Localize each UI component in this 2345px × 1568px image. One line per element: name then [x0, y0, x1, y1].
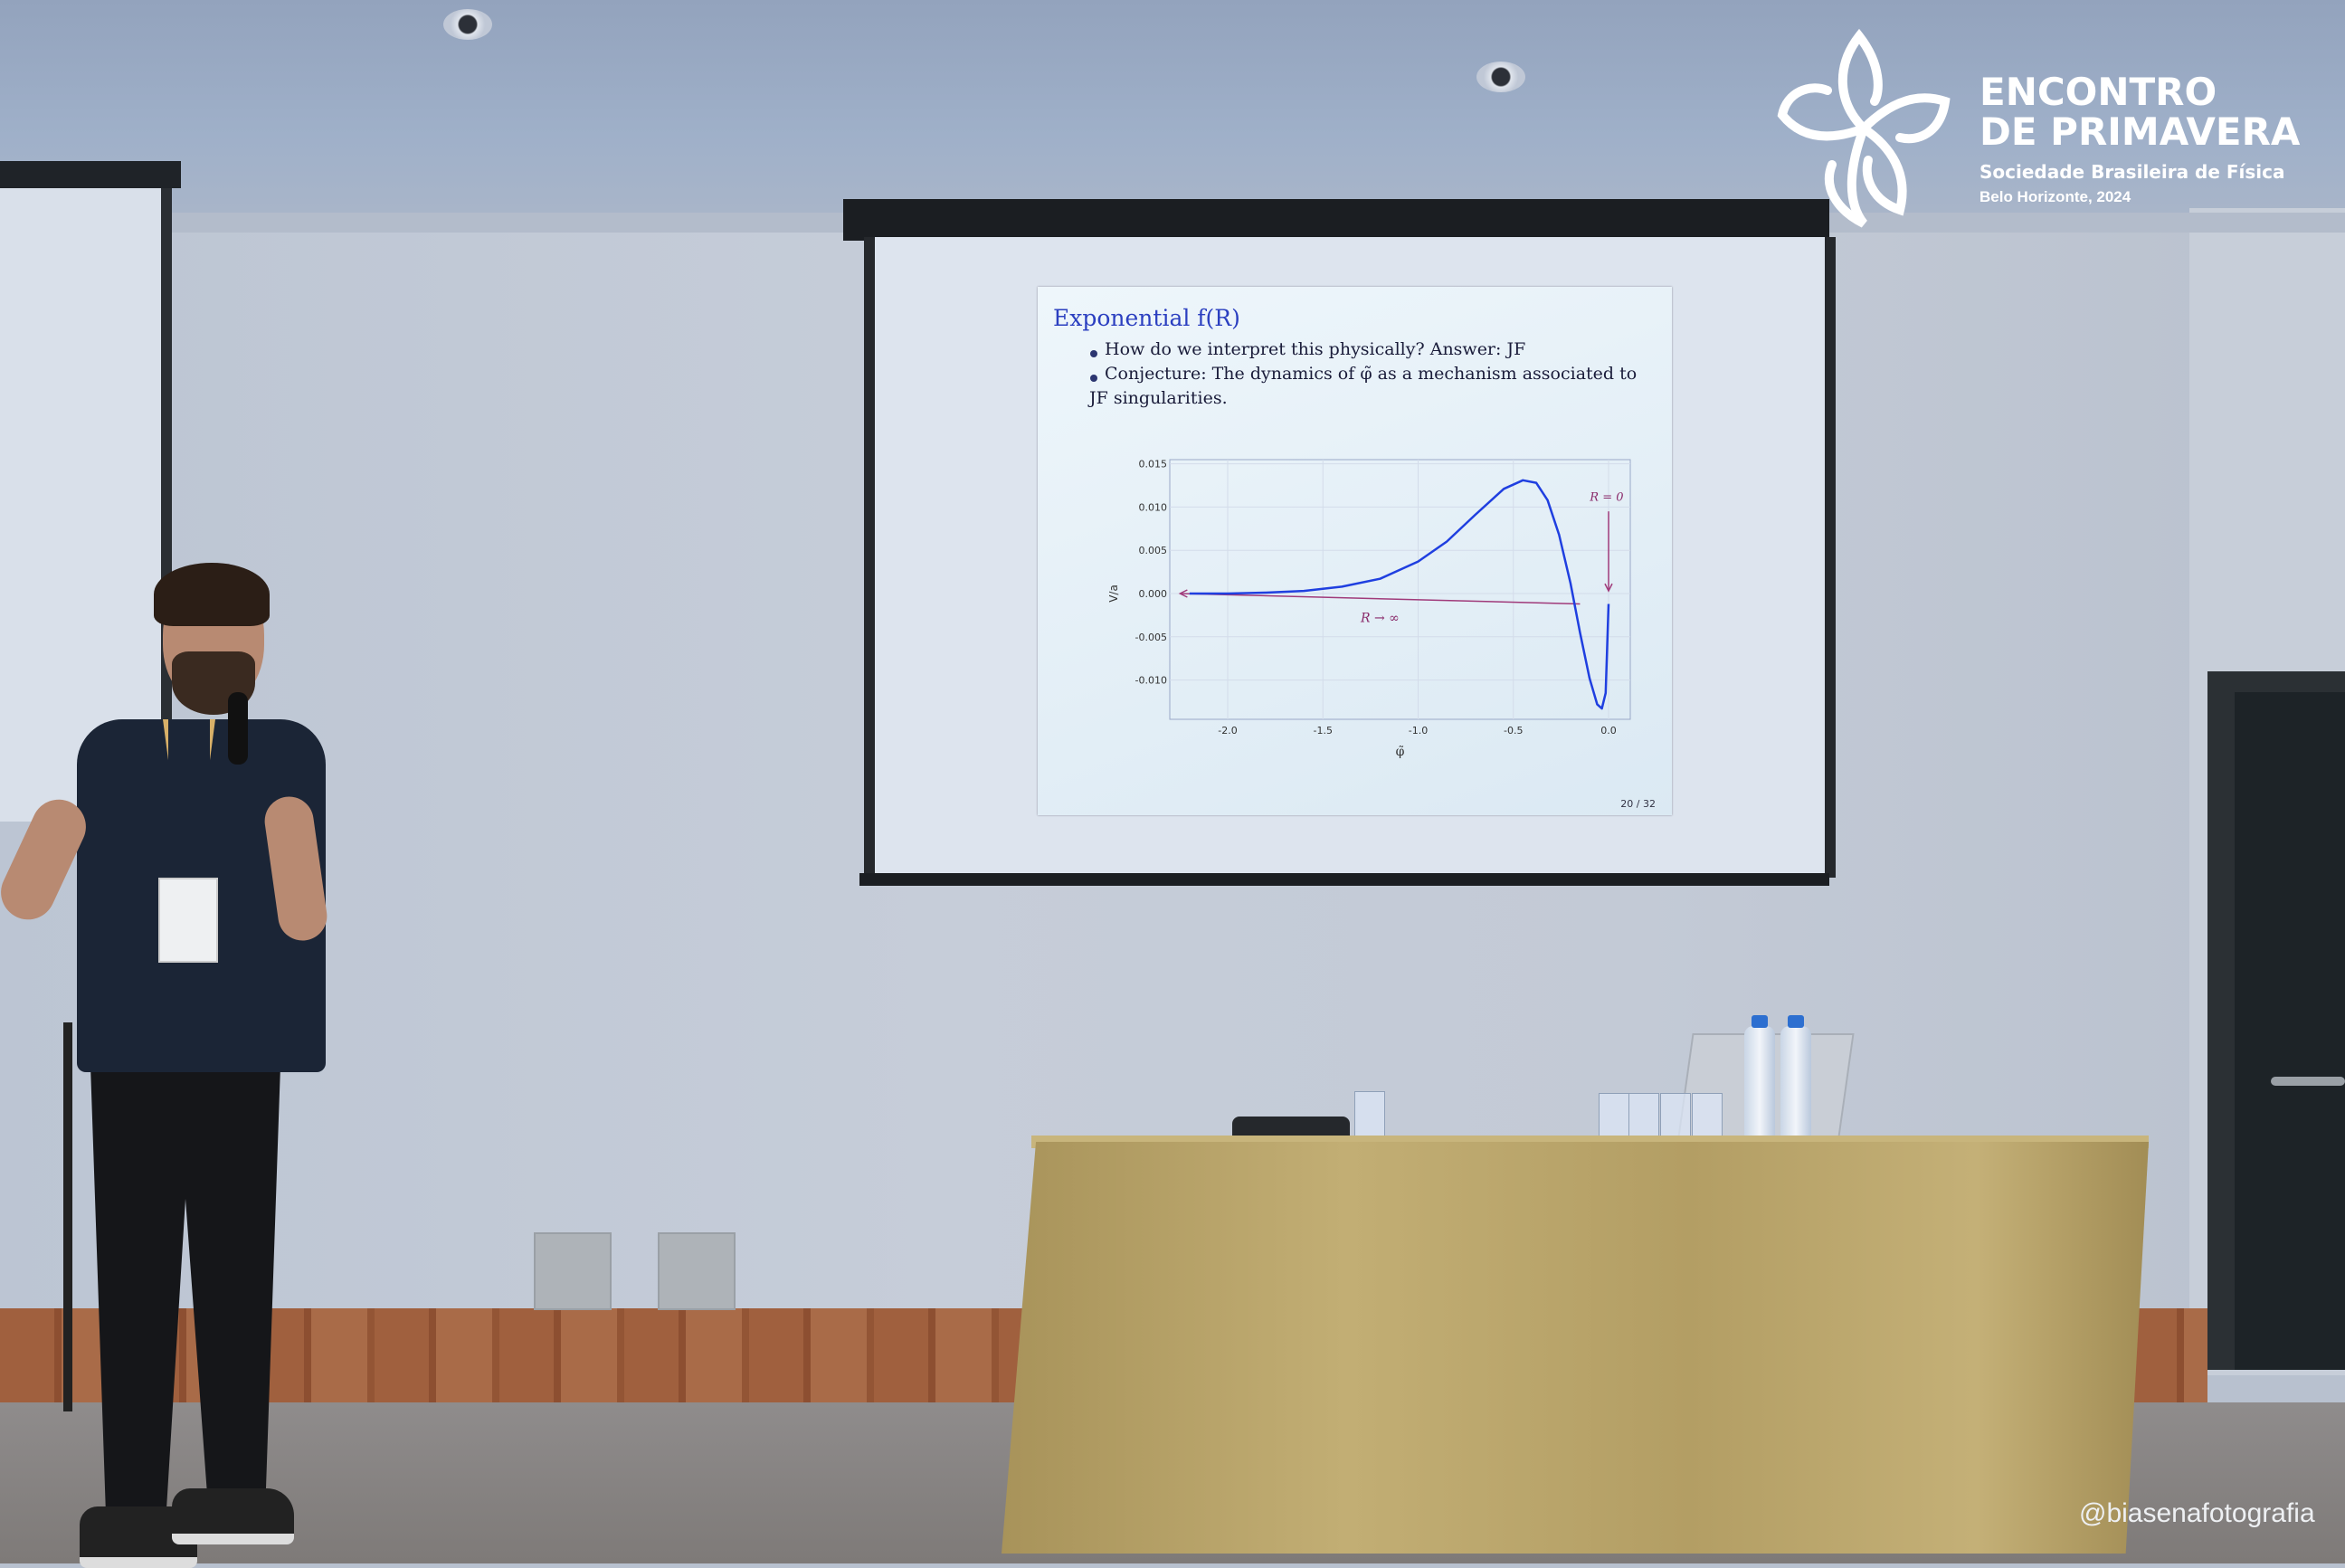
ceiling [0, 0, 2345, 226]
potential-curve [1189, 479, 1610, 710]
plot-frame [1169, 459, 1631, 720]
glass [1628, 1093, 1659, 1138]
logo-title-line2: DE PRIMAVERA [1979, 109, 2301, 154]
bullet-icon [1090, 375, 1097, 382]
y-tick-label: -0.010 [1135, 675, 1167, 687]
page-number: 20 / 32 [1620, 798, 1656, 810]
bullet-icon [1090, 350, 1097, 357]
annotation-r-zero: R = 0 [1589, 491, 1623, 505]
glass [1599, 1093, 1629, 1138]
water-bottle [1744, 1015, 1775, 1140]
x-axis-label: φ̃ [1396, 745, 1405, 759]
slide-bullet: How do we interpret this physically? Ans… [1105, 339, 1526, 359]
potential-chart: -2.0 -1.5 -1.0 -0.5 0.0 0.015 0.010 0.005 0.000 -… [1107, 459, 1631, 759]
screen-housing [843, 199, 1829, 241]
photographer-watermark: @biasenafotografia [2079, 1498, 2315, 1528]
name-badge [158, 878, 218, 963]
water-bottle [1780, 1015, 1811, 1140]
ceiling-light [443, 9, 492, 40]
glass [1692, 1093, 1723, 1138]
door [2235, 692, 2345, 1370]
slide-bullet-continuation: JF singularities. [1089, 388, 1228, 408]
x-tick-label: 0.0 [1600, 725, 1617, 736]
x-tick-label: -2.0 [1218, 725, 1237, 736]
presentation-slide: Exponential f(R) How do we interpret thi… [1038, 287, 1672, 815]
annotation-r-infinity: R → ∞ [1360, 612, 1400, 626]
y-axis-label: V/a [1107, 584, 1120, 603]
slide-bullet: Conjecture: The dynamics of φ̃ as a mech… [1105, 364, 1638, 384]
microphone [228, 692, 248, 765]
logo-organization: Sociedade Brasileira de Física [1979, 161, 2285, 183]
glass [1660, 1093, 1691, 1138]
x-tick-label: -0.5 [1504, 725, 1523, 736]
y-tick-label: 0.000 [1139, 588, 1168, 600]
speaker-hair [154, 563, 270, 626]
screen-bottom-bar [859, 873, 1829, 886]
left-projection-screen [0, 188, 172, 822]
x-tick-label: -1.0 [1409, 725, 1428, 736]
slide-title: Exponential f(R) [1053, 305, 1240, 331]
r-infinity-arrow [1180, 593, 1581, 605]
wall-plate [534, 1232, 612, 1310]
logo-title: ENCONTRO DE PRIMAVERA [1979, 72, 2300, 152]
projector [1232, 1117, 1350, 1138]
door-handle [2271, 1077, 2345, 1086]
logo-title-line1: ENCONTRO [1979, 70, 2217, 114]
y-tick-label: 0.010 [1139, 501, 1168, 513]
arrow-head-icon [1178, 589, 1188, 598]
logo-location: Belo Horizonte, 2024 [1979, 188, 2131, 205]
sneaker [172, 1488, 294, 1544]
arrow-head-icon [1604, 583, 1613, 593]
x-tick-label: -1.5 [1314, 725, 1333, 736]
y-tick-label: 0.015 [1139, 459, 1168, 470]
draped-table [1002, 1142, 2149, 1554]
event-logo: ENCONTRO DE PRIMAVERA Sociedade Brasileir… [1773, 29, 2334, 233]
left-screen-housing [0, 161, 181, 188]
ceiling-light [1476, 62, 1525, 92]
flower-logo-icon [1777, 29, 1951, 228]
y-tick-label: -0.005 [1135, 632, 1167, 643]
wall-outlet [658, 1232, 736, 1310]
glass [1354, 1091, 1385, 1136]
mic-stand [63, 1022, 72, 1411]
y-tick-label: 0.005 [1139, 545, 1168, 556]
